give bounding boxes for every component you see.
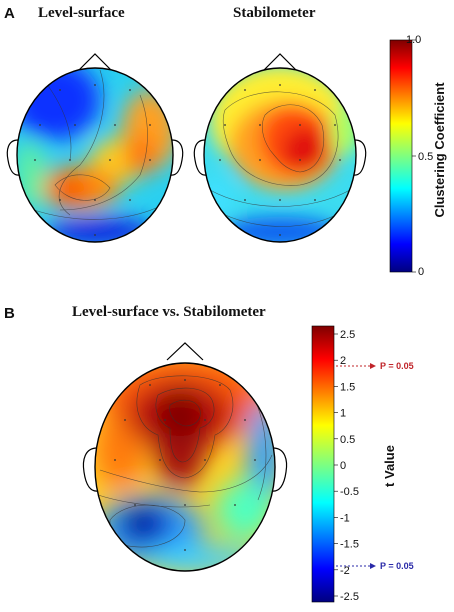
colorbar-b-tick-label: -1	[340, 512, 350, 524]
colorbar-b: 2.5 2 1.5 1 0.5 0 -0.5 -1 -1.5 -2 -2.5 t Value P =…	[311, 325, 414, 603]
colorbar-b-tick-label: 0	[340, 460, 346, 472]
colorbar-b-tick-label: 2	[340, 355, 346, 367]
colorbar-b-tick-label: -0.5	[340, 486, 359, 498]
colorbar-a-tick-min: 0	[418, 266, 424, 278]
head-map-level-surface	[6, 53, 184, 243]
head-map-contrast	[82, 342, 288, 572]
threshold-negative-marker: P = 0.05	[336, 561, 414, 571]
colorbar-a-tick-mid: 0.5	[418, 151, 433, 163]
panel-b-letter: B	[4, 305, 15, 322]
colorbar-a: 1.0 0.5 0 Clustering Coefficient	[389, 34, 447, 278]
panel-b-title: Level-surface vs. Stabilometer	[72, 304, 266, 320]
threshold-positive-label: P = 0.05	[380, 361, 414, 371]
threshold-negative-label: P = 0.05	[380, 561, 414, 571]
head-map-stabilometer	[193, 53, 367, 243]
panel-a-right-title: Stabilometer	[233, 5, 316, 21]
colorbar-b-tick-label: 1	[340, 408, 346, 420]
colorbar-b-label: t Value	[382, 445, 397, 487]
colorbar-b-ticks: 2.5 2 1.5 1 0.5 0 -0.5 -1 -1.5 -2 -2.5	[334, 329, 359, 603]
colorbar-b-tick-label: -2	[340, 565, 350, 577]
threshold-positive-marker: P = 0.05	[336, 361, 414, 371]
panel-a-left-title: Level-surface	[38, 5, 125, 21]
colorbar-a-tick-max: 1.0	[406, 34, 421, 46]
colorbar-b-tick-label: 2.5	[340, 329, 355, 341]
colorbar-b-tick-label: 1.5	[340, 381, 355, 393]
colorbar-b-tick-label: -2.5	[340, 591, 359, 603]
colorbar-a-label: Clustering Coefficient	[432, 82, 447, 218]
panel-a-letter: A	[4, 5, 15, 22]
colorbar-b-tick-label: -1.5	[340, 539, 359, 551]
colorbar-b-tick-label: 0.5	[340, 434, 355, 446]
